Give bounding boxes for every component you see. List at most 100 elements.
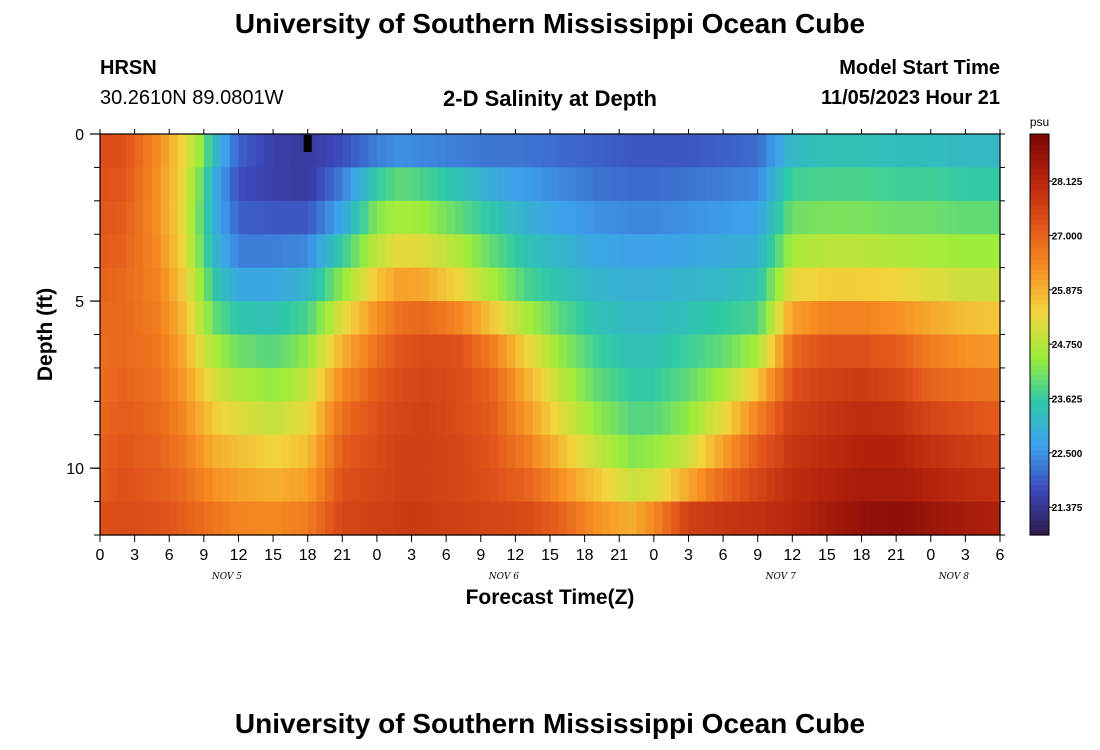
heatmap-cell xyxy=(896,301,906,336)
heatmap-cell xyxy=(861,434,871,469)
heatmap-cell xyxy=(143,167,153,202)
heatmap-cell xyxy=(740,167,750,202)
heatmap-cell xyxy=(212,167,222,202)
heatmap-cell xyxy=(965,468,975,503)
heatmap-cell xyxy=(134,301,144,336)
heatmap-cell xyxy=(601,134,612,169)
heatmap-cell xyxy=(498,401,508,436)
heatmap-cell xyxy=(775,401,785,436)
heatmap-cell xyxy=(385,167,395,202)
heatmap-cell xyxy=(982,501,992,536)
heatmap-cell xyxy=(195,167,205,202)
heatmap-cell xyxy=(688,468,698,503)
heatmap-cell xyxy=(948,501,958,536)
heatmap-cell xyxy=(402,234,413,269)
heatmap-cell xyxy=(982,267,992,302)
heatmap-cell xyxy=(800,200,811,235)
heatmap-cell xyxy=(601,301,612,336)
heatmap-cell xyxy=(948,434,958,469)
heatmap-cell xyxy=(480,468,491,503)
heatmap-cell xyxy=(420,434,430,469)
heatmap-cell xyxy=(463,434,473,469)
heatmap-cell xyxy=(299,501,309,536)
heatmap-cell xyxy=(835,468,845,503)
heatmap-cell xyxy=(636,134,646,169)
heatmap-cell xyxy=(325,301,335,336)
heatmap-cell xyxy=(757,200,767,235)
heatmap-cell xyxy=(506,501,516,536)
heatmap-cell xyxy=(264,301,274,336)
heatmap-cell xyxy=(913,301,923,336)
heatmap-cell xyxy=(437,468,447,503)
heatmap-cell xyxy=(463,167,473,202)
heatmap-cell xyxy=(878,301,889,336)
heatmap-cell xyxy=(974,434,984,469)
heatmap-cell xyxy=(333,167,343,202)
heatmap-cell xyxy=(454,234,465,269)
heatmap-cell xyxy=(273,267,283,302)
heatmap-cell xyxy=(394,301,404,336)
heatmap-cell xyxy=(368,367,378,402)
heatmap-cell xyxy=(281,267,291,302)
heatmap-cell xyxy=(610,401,620,436)
heatmap-cell xyxy=(402,334,413,369)
x-tick-label: 9 xyxy=(199,547,208,564)
heatmap-cell xyxy=(325,234,335,269)
heatmap-cell xyxy=(325,468,335,503)
heatmap-cell xyxy=(221,301,231,336)
heatmap-cell xyxy=(125,434,136,469)
heatmap-cell xyxy=(601,367,612,402)
heatmap-cell xyxy=(731,367,741,402)
heatmap-cell xyxy=(593,301,603,336)
heatmap-cell xyxy=(273,167,283,202)
colorbar-segment xyxy=(1030,449,1049,456)
heatmap-cell xyxy=(160,468,170,503)
heatmap-cell xyxy=(835,334,845,369)
heatmap-cell xyxy=(679,200,690,235)
heatmap-cell xyxy=(818,501,828,536)
heatmap-cell xyxy=(567,267,577,302)
heatmap-cell xyxy=(368,200,378,235)
heatmap-cell xyxy=(974,367,984,402)
heatmap-cell xyxy=(169,401,179,436)
heatmap-cell xyxy=(697,501,707,536)
station-id: HRSN xyxy=(100,57,157,79)
heatmap-cell xyxy=(480,301,491,336)
heatmap-cell xyxy=(723,501,733,536)
heatmap-cell xyxy=(982,301,992,336)
heatmap-cell xyxy=(939,134,949,169)
heatmap-cell xyxy=(333,200,343,235)
heatmap-cell xyxy=(636,267,646,302)
heatmap-cell xyxy=(723,267,733,302)
heatmap-cell xyxy=(627,167,638,202)
heatmap-cell xyxy=(299,200,309,235)
heatmap-cell xyxy=(766,401,776,436)
heatmap-cell xyxy=(593,468,603,503)
heatmap-cell xyxy=(376,134,387,169)
heatmap-cell xyxy=(177,134,188,169)
heatmap-cell xyxy=(117,167,127,202)
heatmap-cell xyxy=(221,267,231,302)
heatmap-cell xyxy=(913,134,923,169)
heatmap-cell xyxy=(195,200,205,235)
heatmap-cell xyxy=(896,167,906,202)
heatmap-cell xyxy=(359,367,369,402)
colorbar-segment xyxy=(1030,504,1049,511)
heatmap-cell xyxy=(333,301,343,336)
heatmap-cell xyxy=(108,501,118,536)
heatmap-cell xyxy=(368,434,378,469)
heatmap-cell xyxy=(489,167,499,202)
heatmap-cell xyxy=(636,200,646,235)
heatmap-cell xyxy=(714,267,724,302)
heatmap-cell xyxy=(766,301,776,336)
heatmap-cell xyxy=(203,134,214,169)
heatmap-cell xyxy=(177,200,188,235)
heatmap-cell xyxy=(636,334,646,369)
heatmap-cell xyxy=(247,134,257,169)
heatmap-cell xyxy=(143,401,153,436)
heatmap-cell xyxy=(679,367,690,402)
colorbar-segment xyxy=(1030,459,1049,466)
heatmap-cell xyxy=(100,401,110,436)
heatmap-cell xyxy=(844,401,854,436)
heatmap-cell xyxy=(255,434,266,469)
